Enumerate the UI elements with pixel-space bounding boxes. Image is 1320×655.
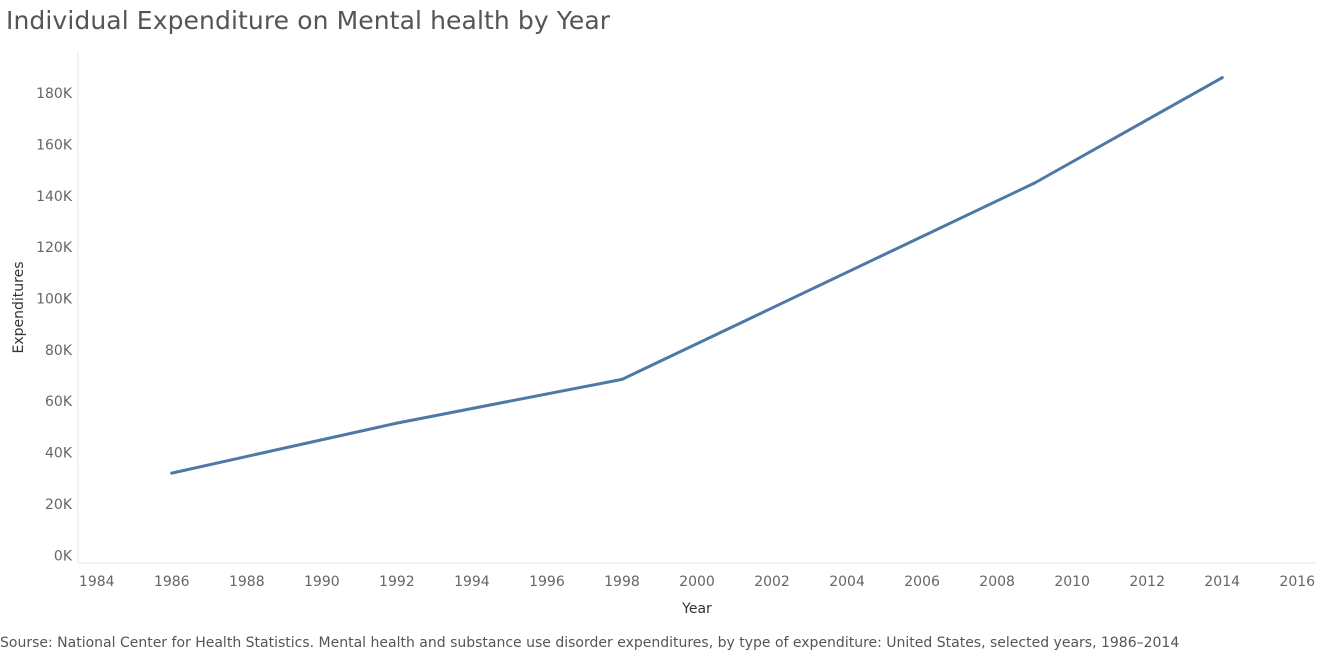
- y-tick-label: 0K: [54, 548, 73, 564]
- x-tick-label: 1990: [304, 574, 340, 590]
- x-tick-label: 2004: [829, 574, 865, 590]
- y-tick-label: 120K: [36, 240, 73, 256]
- x-axis-title: Year: [681, 601, 712, 617]
- x-tick-label: 1988: [229, 574, 265, 590]
- x-tick-label: 2006: [904, 574, 940, 590]
- x-tick-label: 2010: [1054, 574, 1090, 590]
- x-tick-label: 1984: [79, 574, 115, 590]
- y-tick-label: 100K: [36, 292, 73, 308]
- x-tick-label: 1994: [454, 574, 490, 590]
- x-tick-label: 2012: [1129, 574, 1165, 590]
- data-point[interactable]: [1220, 76, 1224, 80]
- data-point[interactable]: [395, 421, 399, 425]
- y-tick-label: 60K: [45, 394, 73, 410]
- x-tick-label: 1986: [154, 574, 190, 590]
- series-group: [170, 76, 1224, 475]
- x-axis-ticks: 1984 1986 1988 1990 1992 1994 1996 1998 2000 2002…: [79, 574, 1315, 590]
- y-tick-label: 140K: [36, 189, 73, 205]
- data-point[interactable]: [170, 471, 174, 475]
- y-tick-label: 40K: [45, 446, 73, 462]
- series-line: [170, 76, 1224, 475]
- axes: [77, 52, 1316, 564]
- x-tick-label: 2014: [1204, 574, 1240, 590]
- chart-title: Individual Expenditure on Mental health …: [6, 6, 611, 35]
- source-note: Sourse: National Center for Health Stati…: [0, 635, 1180, 651]
- data-point[interactable]: [1033, 181, 1037, 185]
- y-axis-ticks: 0K 20K 40K 60K 80K 100K 120K 140K 160K 180K: [36, 86, 73, 564]
- y-tick-label: 180K: [36, 86, 73, 102]
- y-tick-label: 20K: [45, 497, 73, 513]
- x-tick-label: 1992: [379, 574, 415, 590]
- y-tick-label: 80K: [45, 343, 73, 359]
- x-tick-label: 2008: [979, 574, 1015, 590]
- data-point[interactable]: [620, 377, 624, 381]
- x-tick-label: 1998: [604, 574, 640, 590]
- y-tick-label: 160K: [36, 137, 73, 153]
- x-tick-label: 2016: [1279, 574, 1315, 590]
- x-tick-label: 2000: [679, 574, 715, 590]
- y-axis-title: Expenditures: [11, 262, 27, 354]
- x-tick-label: 1996: [529, 574, 565, 590]
- x-tick-label: 2002: [754, 574, 790, 590]
